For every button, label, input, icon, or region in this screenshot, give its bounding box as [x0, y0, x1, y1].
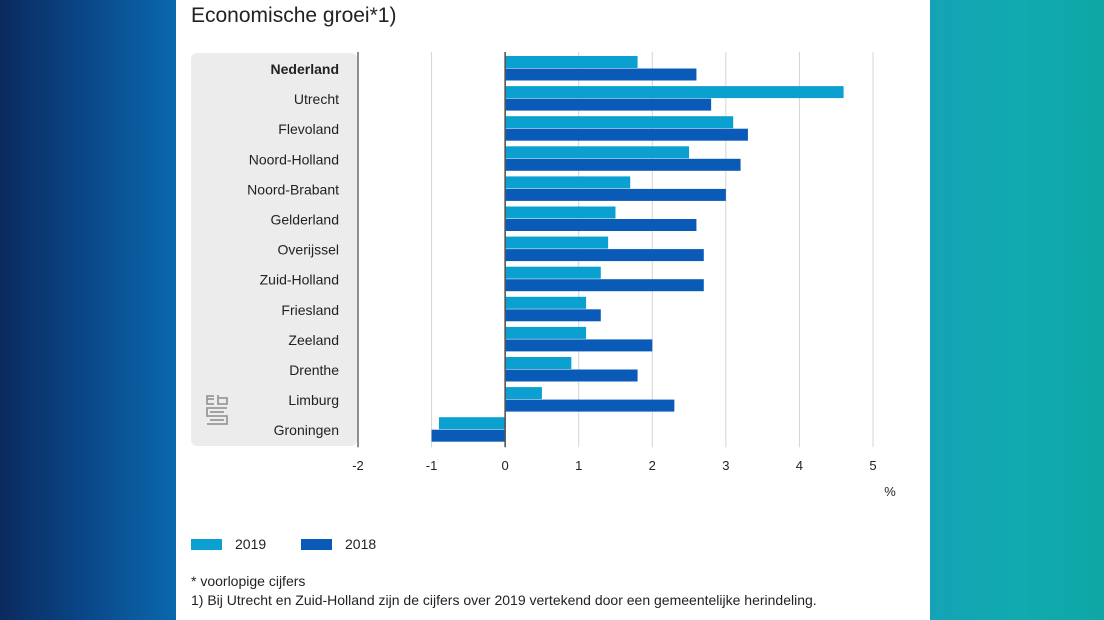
x-tick-label: 4	[796, 458, 803, 473]
legend-item-2018: 2018	[301, 535, 376, 553]
category-label: Noord-Brabant	[247, 181, 339, 197]
bar-2018-overijssel	[505, 249, 704, 262]
bar-2019-friesland	[505, 296, 587, 309]
bar-2019-overijssel	[505, 236, 609, 249]
legend-swatch-2018	[301, 538, 332, 550]
bar-2018-noord-holland	[505, 158, 741, 171]
category-label: Nederland	[271, 61, 339, 77]
category-label: Zuid-Holland	[260, 272, 339, 288]
bar-2018-drenthe	[505, 369, 638, 382]
x-tick-label: 1	[575, 458, 582, 473]
category-label-background	[191, 53, 357, 446]
background-right	[930, 0, 1104, 620]
bar-2019-noord-holland	[505, 146, 690, 159]
category-label: Groningen	[274, 422, 339, 438]
chart-panel: Economische groei*1) -2 -1 0 1 2 3 4 5% Nederlan…	[176, 0, 930, 620]
bar-2019-groningen	[438, 417, 506, 430]
category-label: Friesland	[281, 302, 339, 318]
x-tick-label: -2	[352, 458, 364, 473]
chart-title: Economische groei*1)	[191, 4, 397, 27]
category-label: Drenthe	[289, 362, 339, 378]
legend-label-2018: 2018	[345, 536, 377, 552]
x-tick-label: 5	[869, 458, 876, 473]
bar-2019-noord-brabant	[505, 176, 631, 189]
footnote-utrecht-zuid-holland: 1) Bij Utrecht en Zuid-Holland zijn de c…	[191, 592, 817, 608]
category-label: Limburg	[288, 392, 339, 408]
bar-2019-utrecht	[505, 86, 844, 99]
cbs-logo	[206, 395, 228, 425]
background-left	[0, 0, 176, 620]
bar-2018-zuid-holland	[505, 279, 704, 292]
legend-item-2019: 2019	[191, 535, 266, 553]
category-label: Flevoland	[278, 121, 339, 137]
bar-2018-zeeland	[505, 339, 653, 352]
category-label: Noord-Holland	[249, 151, 339, 167]
legend-label-2019: 2019	[235, 536, 267, 552]
legend-swatch-2019	[191, 538, 222, 550]
footnote-preliminary: * voorlopige cijfers	[191, 573, 306, 589]
bar-2018-limburg	[505, 399, 675, 412]
x-tick-label: 3	[722, 458, 729, 473]
bar-2019-flevoland	[505, 116, 734, 129]
bar-2019-nederland	[505, 56, 638, 68]
x-tick-label: 0	[502, 458, 509, 473]
bar-2019-zeeland	[505, 326, 587, 339]
category-label: Gelderland	[271, 212, 340, 228]
category-label: Zeeland	[288, 332, 339, 348]
bar-2018-friesland	[505, 309, 601, 322]
bar-2019-gelderland	[505, 206, 616, 219]
bar-2019-zuid-holland	[505, 266, 601, 279]
x-tick-label: 2	[649, 458, 656, 473]
bar-2018-utrecht	[505, 98, 712, 111]
bar-2018-nederland	[505, 68, 697, 81]
bar-2019-drenthe	[505, 357, 572, 369]
bar-2018-flevoland	[505, 128, 748, 141]
bar-2018-noord-brabant	[505, 188, 726, 201]
x-axis-unit-label: %	[884, 484, 896, 499]
category-label: Overijssel	[278, 242, 339, 258]
category-label: Utrecht	[294, 91, 339, 107]
bar-2019-limburg	[505, 387, 542, 400]
x-tick-label: -1	[426, 458, 438, 473]
bar-2018-gelderland	[505, 219, 697, 231]
bar-2018-groningen	[431, 429, 506, 442]
bar-chart: -2 -1 0 1 2 3 4 5% Nederland Utrecht Flevoland Noor…	[247, 52, 896, 499]
